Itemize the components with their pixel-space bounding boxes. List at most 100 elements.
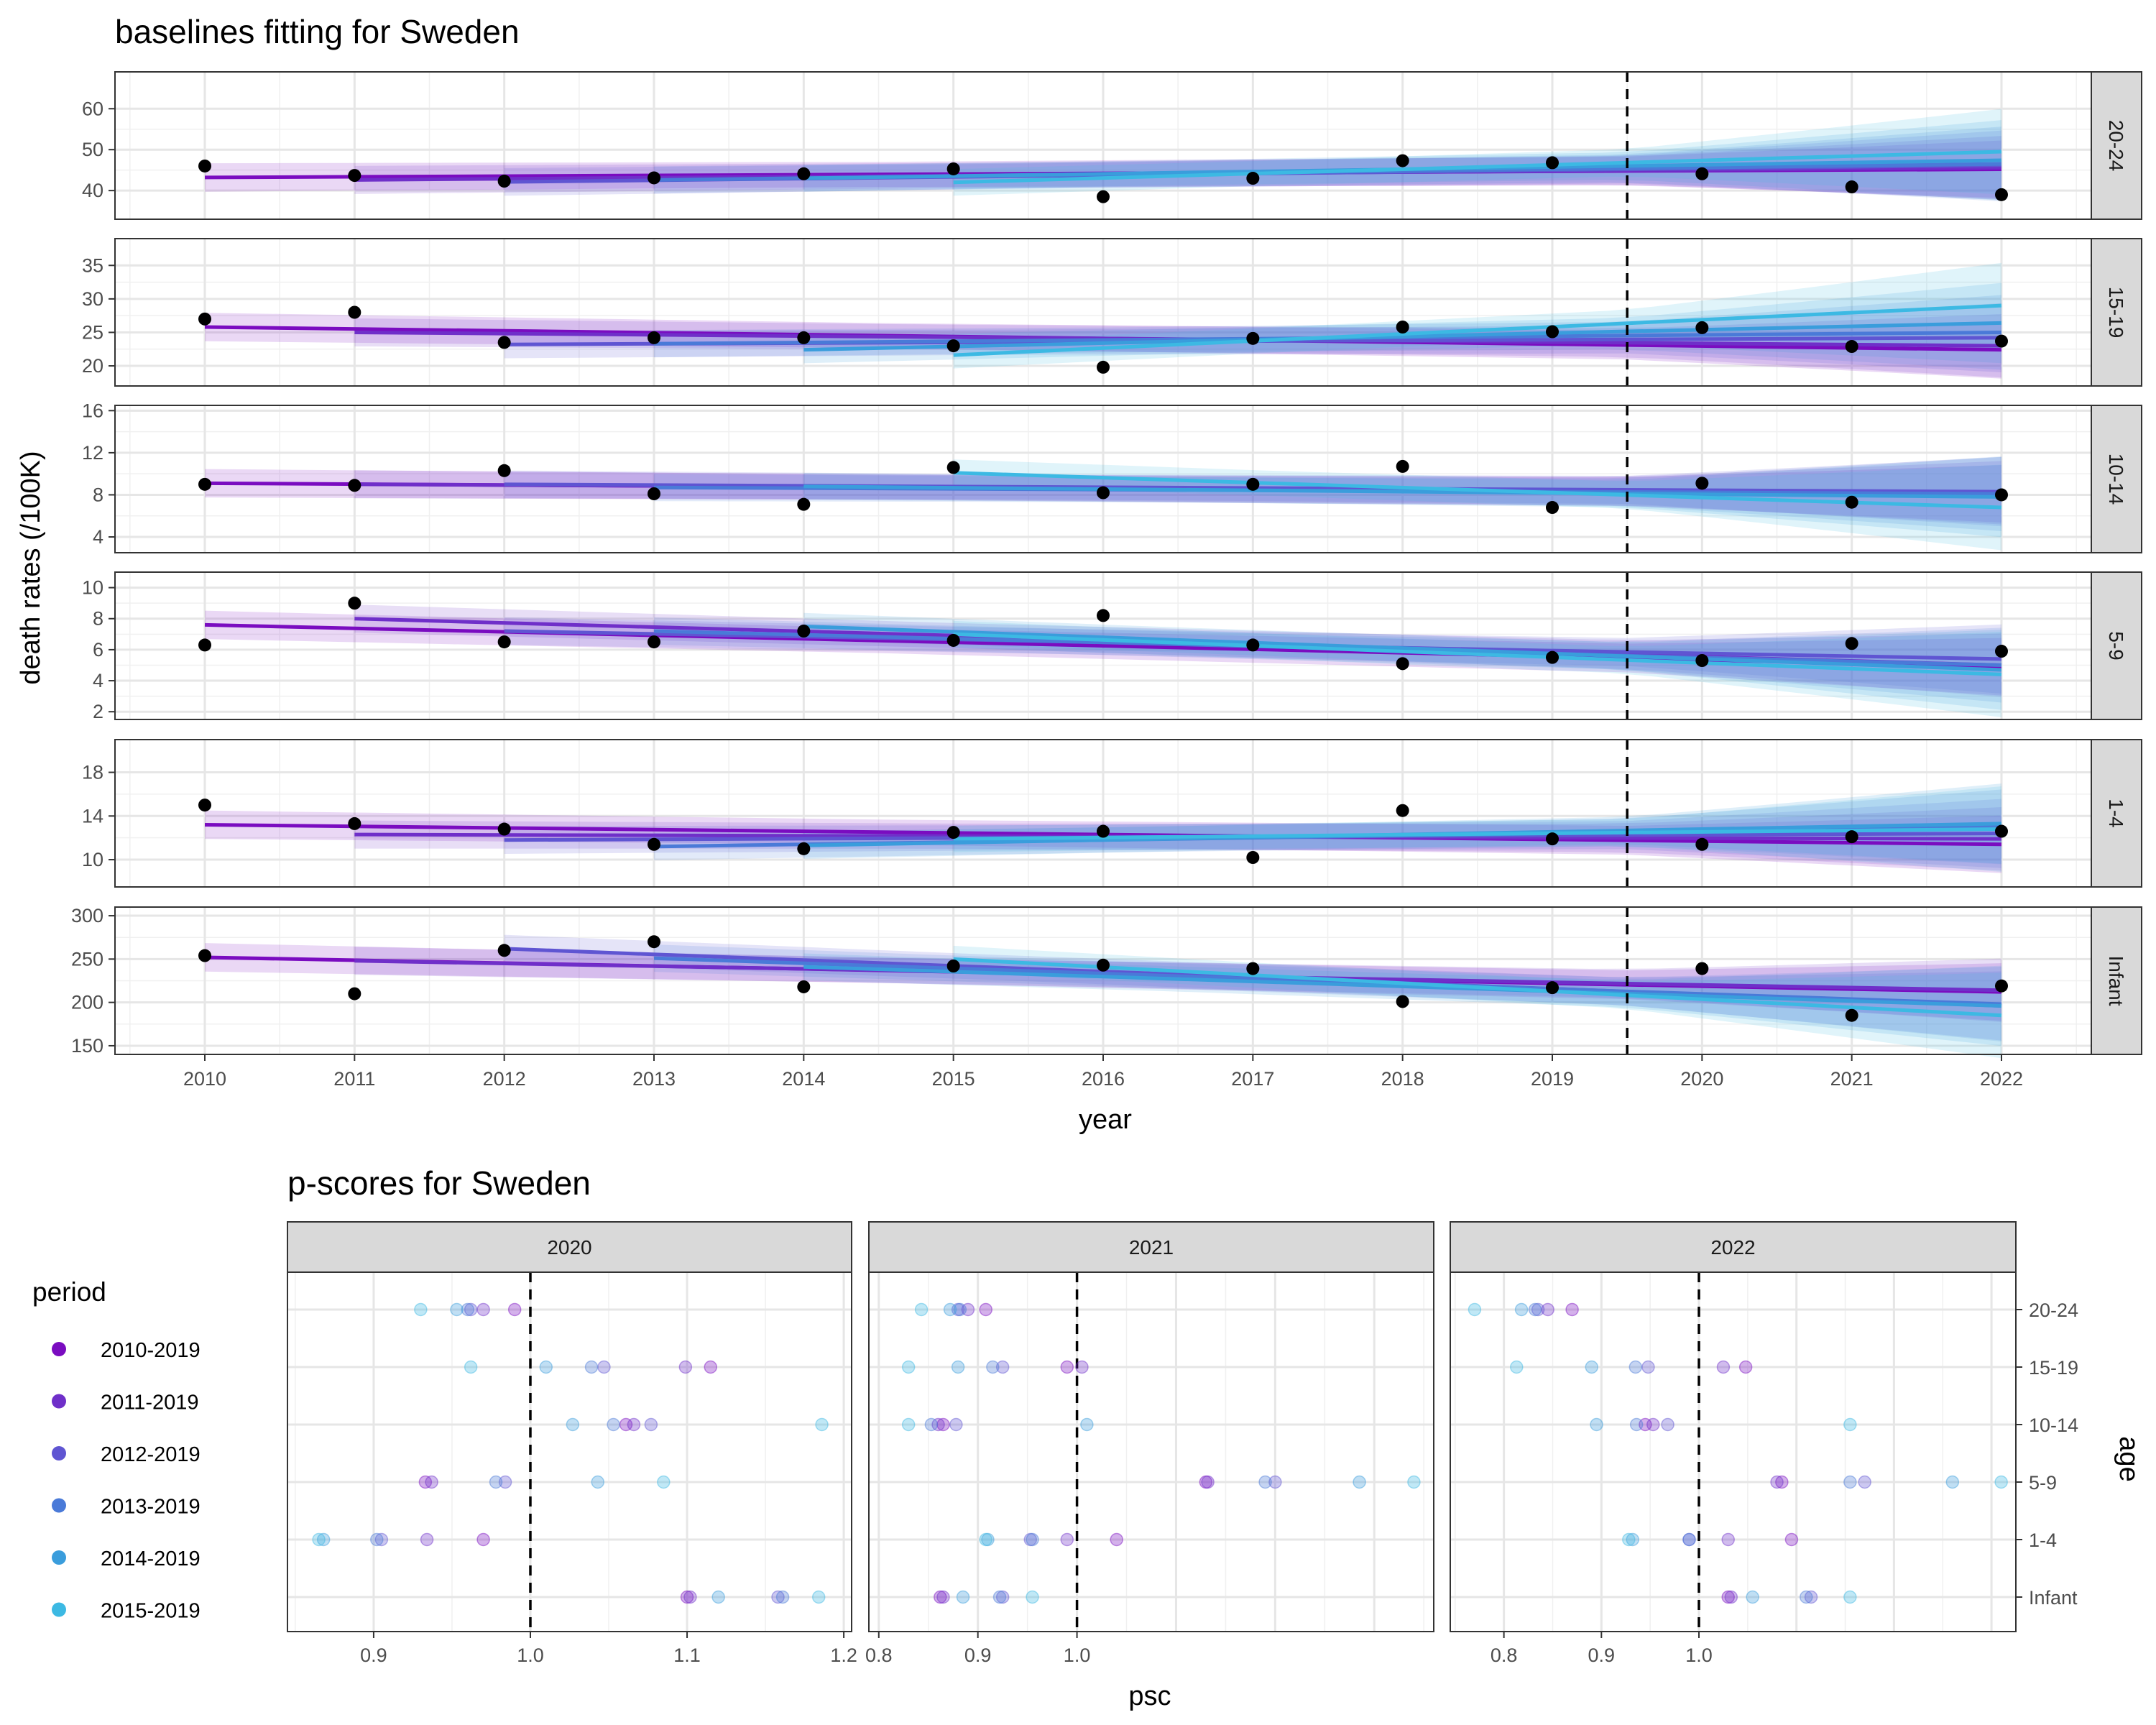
x-axis-label: year: [1079, 1105, 1132, 1135]
ribbon-2010-2019: [205, 313, 2001, 379]
observed-point: [1097, 486, 1110, 500]
observed-point: [198, 159, 211, 172]
strip-label: 2021: [1129, 1236, 1174, 1259]
observed-point: [348, 169, 361, 183]
y-tick-label: 16: [82, 400, 103, 421]
observed-point: [1695, 477, 1709, 490]
y-tick-label: 60: [82, 98, 103, 119]
pscore-point: [901, 1360, 916, 1374]
pscore-point: [464, 1302, 478, 1317]
pscore-point: [961, 1302, 975, 1317]
pscore-point: [1626, 1532, 1639, 1547]
observed-point: [946, 960, 960, 972]
pscore-point: [370, 1532, 384, 1547]
strip-5-9: [2091, 571, 2142, 720]
fit-line-2014-2019: [803, 321, 2002, 352]
y-tick-label: 4: [93, 670, 103, 691]
pscore-point: [1023, 1532, 1038, 1547]
pscore-point: [1510, 1360, 1524, 1374]
pscore-point: [992, 1590, 1007, 1604]
pscore-point: [1858, 1475, 1871, 1489]
strip-20-24: [2091, 71, 2142, 220]
observed-point: [348, 816, 361, 830]
observed-point: [1246, 477, 1260, 491]
y-tick-label: 25: [82, 321, 103, 343]
ribbon-2010-2019: [205, 943, 2001, 1021]
pscore-point: [678, 1360, 693, 1374]
y-tick-label: 20: [82, 355, 103, 377]
observed-point: [1246, 962, 1260, 975]
observed-point: [1845, 637, 1858, 650]
pscore-point: [1060, 1360, 1074, 1374]
pscore-point: [815, 1417, 829, 1432]
pscore-point: [1075, 1360, 1089, 1374]
y-tick-label: 300: [71, 905, 103, 926]
pscore-facet-2022: 2022 0.8 0.9 1.0: [1450, 1221, 2017, 1666]
pscore-point: [374, 1532, 389, 1547]
pscore-point: [1646, 1417, 1660, 1432]
observed-point: [797, 331, 811, 344]
pscore-point: [979, 1532, 992, 1547]
age-tick-label: Infant: [2029, 1587, 2078, 1609]
y-tick-label: 18: [82, 762, 103, 783]
observed-point: [1695, 837, 1709, 851]
pscore-point: [607, 1417, 620, 1432]
observed-point: [1097, 609, 1110, 622]
observed-point: [1097, 958, 1110, 972]
strip-label: Infant: [2105, 955, 2127, 1006]
pscore-point: [1804, 1590, 1818, 1604]
x-tick-label: 2022: [1980, 1068, 2023, 1090]
observed-point: [497, 464, 511, 477]
y-tick-label: 30: [82, 288, 103, 310]
pscore-point: [498, 1475, 512, 1489]
x-tick-label: 2015: [932, 1068, 975, 1090]
pscore-point: [1110, 1532, 1123, 1547]
pscore-point: [489, 1475, 503, 1489]
pscore-point: [1565, 1302, 1579, 1317]
observed-point: [1695, 321, 1709, 334]
legend-label: 2013-2019: [101, 1496, 201, 1519]
legend-title: period: [32, 1277, 106, 1307]
pscore-point: [1770, 1475, 1784, 1489]
observed-point: [1396, 995, 1409, 1008]
x-tick-label: 2010: [183, 1068, 226, 1090]
observed-point: [1246, 331, 1260, 345]
legend: period 2010-2019 2011-2019 2012-2019 2013-2…: [32, 1277, 201, 1623]
pscores-chart: p-scores for Sweden psc age 2020 0.9 1.0 1.…: [287, 1164, 2144, 1711]
panel-background: [869, 1272, 1434, 1632]
strip-label: 10-14: [2105, 454, 2127, 505]
pscore-point: [1407, 1475, 1421, 1489]
pscore-point: [464, 1360, 478, 1374]
strip-Infant: [2091, 906, 2142, 1055]
x-tick-label: 1.0: [1685, 1644, 1713, 1666]
pscore-point: [956, 1590, 970, 1604]
legend-label: 2014-2019: [101, 1547, 201, 1570]
observed-point: [1546, 832, 1559, 846]
pscore-point: [414, 1302, 428, 1317]
pscore-point: [1629, 1417, 1644, 1432]
legend-key-2010-2019: [52, 1342, 66, 1356]
pscore-point: [418, 1475, 433, 1489]
strip-label: 15-19: [2105, 287, 2127, 339]
pscore-point: [1661, 1417, 1674, 1432]
y-tick-label: 10: [82, 577, 103, 599]
pscore-point: [1353, 1475, 1366, 1489]
chart-title: baselines fitting for Sweden: [115, 13, 520, 50]
observed-point: [1695, 167, 1709, 180]
pscore-point: [1201, 1475, 1215, 1489]
pscore-point: [597, 1360, 611, 1374]
pscore-point: [936, 1590, 950, 1604]
fit-line-2014-2019: [803, 965, 2002, 1008]
strip-2021: [868, 1221, 1434, 1273]
pscore-point: [1080, 1417, 1094, 1432]
legend-key-2014-2019: [52, 1550, 66, 1565]
y-tick-label: 35: [82, 254, 103, 276]
pscore-point: [1784, 1532, 1799, 1547]
x-tick-label: 0.8: [1491, 1644, 1518, 1666]
observed-point: [648, 487, 660, 500]
legend-key-2012-2019: [52, 1446, 66, 1460]
legend-label: 2012-2019: [101, 1443, 201, 1466]
x-tick-label: 0.9: [1588, 1644, 1616, 1666]
x-tick-label: 2018: [1381, 1068, 1424, 1090]
observed-point: [946, 633, 960, 647]
